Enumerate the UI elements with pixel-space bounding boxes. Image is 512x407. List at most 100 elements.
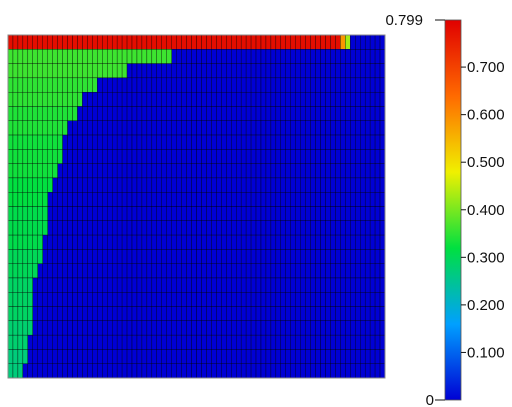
heatmap-cell — [47, 263, 53, 279]
heatmap-cell — [121, 234, 128, 250]
heatmap-cell — [360, 334, 366, 350]
heatmap-cell — [42, 120, 48, 136]
heatmap-cell — [22, 234, 29, 250]
heatmap-cell — [42, 163, 48, 179]
heatmap-cell — [355, 220, 361, 236]
heatmap-cell — [369, 149, 376, 164]
colorbar-max-label: 0.799 — [385, 12, 423, 29]
heatmap-cell — [17, 91, 24, 107]
heatmap-cell — [102, 234, 108, 250]
heatmap-cell — [17, 234, 24, 250]
heatmap-cell — [221, 163, 227, 179]
heatmap-cell — [290, 292, 296, 307]
heatmap-cell — [107, 349, 113, 364]
heatmap-cell — [37, 277, 43, 293]
heatmap-cell — [141, 363, 148, 379]
heatmap-cell — [72, 349, 78, 364]
heatmap-cell — [181, 63, 187, 79]
heatmap-cell — [369, 277, 376, 293]
heatmap-cell — [275, 220, 282, 236]
heatmap-cell — [7, 249, 14, 264]
heatmap-cell — [22, 106, 29, 121]
heatmap-cell — [176, 249, 182, 264]
heatmap-cell — [355, 120, 361, 136]
heatmap-cell — [236, 220, 242, 236]
heatmap-cell — [22, 149, 29, 164]
heatmap-cell — [176, 34, 182, 50]
heatmap-cell — [67, 177, 73, 193]
heatmap-cell — [206, 192, 212, 207]
heatmap-cell — [216, 249, 222, 264]
heatmap-cell — [186, 249, 192, 264]
heatmap-cell — [340, 349, 346, 364]
heatmap-cell — [22, 77, 29, 93]
heatmap-cell — [141, 349, 148, 364]
heatmap-cell — [245, 277, 252, 293]
heatmap-cell — [52, 277, 58, 293]
heatmap-cell — [151, 349, 157, 364]
heatmap-cell — [151, 106, 157, 121]
heatmap-cell — [22, 91, 29, 107]
heatmap-cell — [330, 206, 336, 221]
heatmap-cell — [77, 91, 83, 107]
heatmap-cell — [216, 134, 222, 150]
heatmap-cell — [285, 206, 291, 221]
heatmap-cell — [42, 234, 48, 250]
heatmap-cell — [17, 77, 24, 93]
heatmap-cell — [335, 63, 341, 79]
heatmap-cell — [17, 220, 24, 236]
heatmap-cell — [196, 206, 202, 221]
heatmap-cell — [62, 120, 68, 136]
heatmap-cell — [260, 177, 267, 193]
heatmap-cell — [250, 320, 257, 336]
heatmap-cell — [325, 306, 331, 322]
heatmap-cell — [260, 134, 267, 150]
heatmap-cell — [245, 77, 252, 93]
heatmap-cell — [340, 134, 346, 150]
heatmap-cell — [186, 120, 192, 136]
heatmap-cell — [161, 349, 167, 364]
heatmap-cell — [181, 234, 187, 250]
heatmap-cell — [285, 120, 291, 136]
heatmap-cell — [295, 234, 301, 250]
heatmap-cell — [290, 134, 296, 150]
heatmap-cell — [201, 149, 207, 164]
heatmap-cell — [37, 306, 43, 322]
heatmap-cell — [350, 334, 356, 350]
heatmap-cell — [240, 192, 247, 207]
heatmap-cell — [364, 91, 371, 107]
heatmap-cell — [340, 34, 346, 50]
heatmap-cell — [226, 249, 232, 264]
heatmap-cell — [285, 363, 291, 379]
heatmap-cell — [47, 206, 53, 221]
heatmap-cell — [206, 363, 212, 379]
heatmap-cell — [171, 363, 177, 379]
heatmap-cell — [374, 77, 381, 93]
heatmap-cell — [226, 34, 232, 50]
heatmap-cell — [325, 220, 331, 236]
heatmap-cell — [141, 106, 148, 121]
heatmap-cell — [72, 306, 78, 322]
heatmap-cell — [181, 77, 187, 93]
heatmap-cell — [280, 163, 286, 179]
heatmap-cell — [116, 77, 123, 93]
heatmap-cell — [22, 220, 29, 236]
heatmap-cell — [345, 163, 351, 179]
heatmap-cell — [226, 363, 232, 379]
heatmap-cell — [379, 177, 386, 193]
heatmap-cell — [121, 263, 128, 279]
heatmap-cell — [364, 49, 371, 64]
heatmap-cell — [211, 249, 217, 264]
heatmap-cell — [231, 77, 237, 93]
heatmap-cell — [111, 349, 118, 364]
heatmap-cell — [360, 206, 366, 221]
heatmap-cell — [340, 206, 346, 221]
heatmap-cell — [42, 334, 48, 350]
heatmap-cell — [206, 177, 212, 193]
heatmap-cell — [255, 149, 262, 164]
heatmap-cell — [131, 77, 138, 93]
heatmap-cell — [240, 249, 247, 264]
heatmap-cell — [156, 234, 162, 250]
heatmap-cell — [111, 306, 118, 322]
